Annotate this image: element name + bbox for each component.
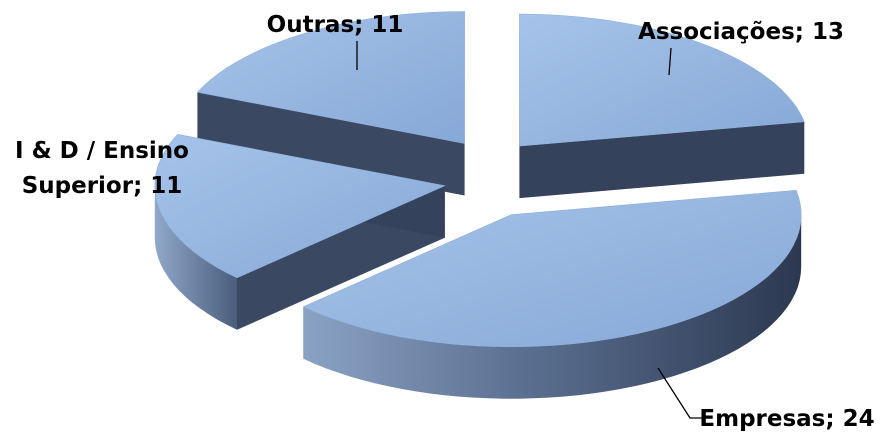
slice-id-ensino-top bbox=[154, 133, 446, 279]
label-id-ensino-line2: Superior; 11 bbox=[22, 173, 183, 199]
label-associacoes: Associações; 13 bbox=[638, 19, 844, 45]
slice-associacoes-top bbox=[519, 13, 805, 147]
leader-associacoes bbox=[668, 47, 672, 76]
label-outras: Outras; 11 bbox=[267, 12, 404, 38]
leader-empresas bbox=[657, 367, 706, 419]
slice-id-ensino-side-0 bbox=[154, 185, 237, 330]
slice-id-ensino bbox=[154, 133, 446, 330]
label-id-ensino-line1: I & D / Ensino bbox=[15, 138, 189, 164]
slice-associacoes-wall-1 bbox=[519, 121, 805, 199]
slice-outras bbox=[196, 11, 465, 196]
slice-associacoes bbox=[519, 13, 805, 199]
label-empresas: Empresas; 24 bbox=[699, 406, 874, 432]
slice-empresas-side-0 bbox=[303, 214, 802, 399]
slice-empresas bbox=[302, 189, 802, 399]
slice-outras-wall-0 bbox=[197, 92, 465, 196]
slice-outras-top bbox=[196, 11, 465, 144]
slice-empresas-top bbox=[302, 189, 802, 348]
